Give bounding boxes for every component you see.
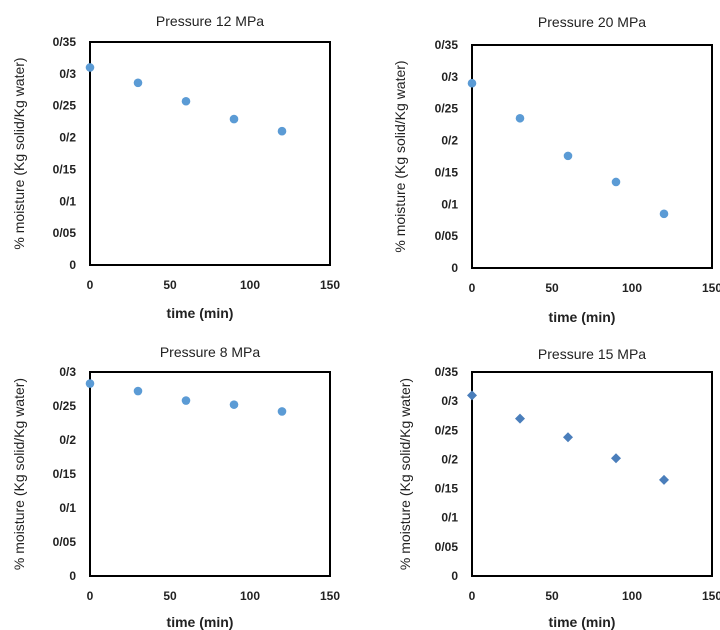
data-point — [611, 453, 621, 464]
data-point — [85, 63, 95, 72]
x-tick-label: 0 — [469, 589, 476, 603]
data-point — [515, 113, 525, 123]
data-point — [467, 390, 477, 401]
y-tick-label: 0 — [69, 258, 76, 272]
x-axis-label: time (min) — [549, 614, 616, 630]
y-tick-label: 0/05 — [435, 229, 459, 243]
y-tick-label: 0/3 — [441, 394, 458, 408]
plot-area-frame — [89, 371, 331, 577]
x-tick-label: 150 — [320, 589, 340, 603]
y-tick-label: 0/2 — [441, 452, 458, 466]
y-tick-label: 0/3 — [59, 67, 76, 81]
y-tick-label: 0 — [451, 261, 458, 275]
x-tick-label: 50 — [163, 278, 177, 292]
data-point — [133, 386, 143, 396]
y-tick-label: 0/3 — [441, 70, 458, 84]
y-tick-label: 0/3 — [59, 365, 76, 379]
y-tick-label: 0/15 — [53, 467, 77, 481]
data-point — [659, 474, 669, 485]
plot-area-frame — [471, 371, 713, 577]
y-tick-label: 0/2 — [59, 433, 76, 447]
y-axis-label: % moisture (Kg solid/Kg water) — [11, 378, 27, 570]
y-tick-label: 0/05 — [435, 540, 459, 554]
y-tick-label: 0/1 — [441, 197, 458, 211]
y-tick-label: 0/35 — [53, 35, 77, 49]
y-axis-label: % moisture (Kg solid/Kg water) — [392, 60, 408, 252]
x-tick-label: 150 — [702, 589, 720, 603]
x-axis-label: time (min) — [167, 614, 234, 630]
y-tick-label: 0 — [451, 569, 458, 583]
plot-area-frame — [471, 44, 713, 269]
x-tick-label: 0 — [87, 589, 94, 603]
x-tick-label: 50 — [545, 589, 559, 603]
y-tick-label: 0/05 — [53, 535, 77, 549]
chart-panel-0: Pressure 12 MPa 0 0/05 0/1 0/15 0/2 0/25 0/3 0/3… — [11, 13, 340, 321]
x-axis-label: time (min) — [167, 305, 234, 321]
data-point — [229, 114, 239, 124]
data-point — [277, 126, 287, 136]
x-tick-label: 150 — [320, 278, 340, 292]
data-point — [659, 209, 669, 219]
y-tick-label: 0 — [69, 569, 76, 583]
y-tick-label: 0/35 — [435, 38, 459, 52]
y-tick-label: 0/05 — [53, 226, 77, 240]
x-tick-label: 0 — [87, 278, 94, 292]
data-point — [181, 396, 191, 405]
data-point — [229, 400, 239, 409]
x-tick-label: 0 — [469, 281, 476, 295]
chart-panel-3: Pressure 15 MPa 0 0/05 0/1 0/15 0/2 0/25 0/3 0/3… — [397, 346, 720, 630]
y-tick-label: 0/2 — [59, 131, 76, 145]
data-point — [611, 177, 621, 187]
x-tick-label: 100 — [240, 278, 260, 292]
x-tick-label: 150 — [702, 281, 720, 295]
y-tick-label: 0/15 — [435, 165, 459, 179]
data-point — [277, 407, 287, 416]
y-axis-label: % moisture (Kg solid/Kg water) — [11, 57, 27, 249]
y-tick-label: 0/2 — [441, 134, 458, 148]
y-tick-label: 0/25 — [53, 399, 77, 413]
x-tick-label: 100 — [622, 281, 642, 295]
x-tick-label: 100 — [622, 589, 642, 603]
chart-title: Pressure 12 MPa — [156, 13, 264, 29]
chart-title: Pressure 8 MPa — [160, 344, 261, 360]
data-point — [133, 78, 143, 88]
chart-title: Pressure 15 MPa — [538, 346, 646, 362]
x-tick-label: 50 — [545, 281, 559, 295]
chart-panel-2: Pressure 8 MPa 0 0/05 0/1 0/15 0/2 0/25 0/3 0 50 1… — [11, 344, 340, 630]
data-point — [181, 96, 191, 106]
y-tick-label: 0/25 — [53, 99, 77, 113]
chart-title: Pressure 20 MPa — [538, 14, 646, 30]
x-tick-label: 100 — [240, 589, 260, 603]
y-tick-label: 0/15 — [53, 162, 77, 176]
y-tick-label: 0/25 — [435, 423, 459, 437]
y-tick-label: 0/1 — [441, 511, 458, 525]
data-point — [515, 413, 525, 424]
x-tick-label: 50 — [163, 589, 177, 603]
plot-area-frame — [89, 41, 331, 266]
chart-panel-1: Pressure 20 MPa 0 0/05 0/1 0/15 0/2 0/25 0/3 0/3… — [392, 14, 720, 325]
y-tick-label: 0/15 — [435, 482, 459, 496]
data-point — [563, 151, 573, 161]
data-point — [563, 432, 573, 443]
y-tick-label: 0/35 — [435, 365, 459, 379]
data-point — [467, 78, 477, 88]
y-tick-label: 0/1 — [59, 194, 76, 208]
y-tick-label: 0/25 — [435, 102, 459, 116]
y-tick-label: 0/1 — [59, 501, 76, 515]
x-axis-label: time (min) — [549, 309, 616, 325]
data-point — [85, 379, 95, 388]
y-axis-label: % moisture (Kg solid/Kg water) — [397, 378, 413, 570]
